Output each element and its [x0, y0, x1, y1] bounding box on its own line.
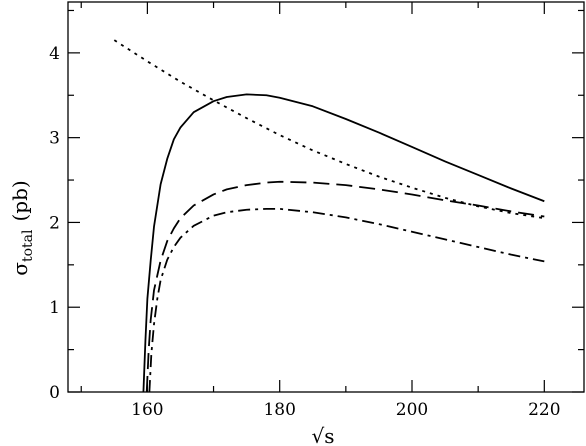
y-tick-label: 0 — [49, 383, 60, 403]
y-axis-label: σtotal (pb) — [8, 180, 36, 275]
series-line-solid — [142, 93, 545, 393]
series-line-dashdot — [148, 207, 545, 393]
series-line-dashed — [145, 180, 545, 393]
x-axis-label: √s — [311, 424, 334, 446]
y-axis-unit: (pb) — [8, 180, 32, 221]
x-tick-label: 220 — [528, 400, 560, 420]
x-tick-label: 160 — [131, 400, 163, 420]
y-tick-label: 1 — [49, 298, 60, 318]
plot-frame — [67, 1, 585, 393]
plot-area — [67, 1, 585, 393]
y-axis-subscript: total — [20, 229, 36, 262]
axis-ticks — [68, 2, 584, 393]
series-group — [113, 39, 545, 393]
y-tick-label: 2 — [49, 213, 60, 233]
x-tick-label: 180 — [263, 400, 295, 420]
y-tick-label: 4 — [49, 44, 60, 64]
x-tick-label: 200 — [396, 400, 428, 420]
y-tick-label: 3 — [49, 129, 60, 149]
y-axis-symbol: σ — [8, 262, 32, 276]
tick-labels: 160 180 200 220 0 1 2 3 4 — [49, 44, 560, 420]
